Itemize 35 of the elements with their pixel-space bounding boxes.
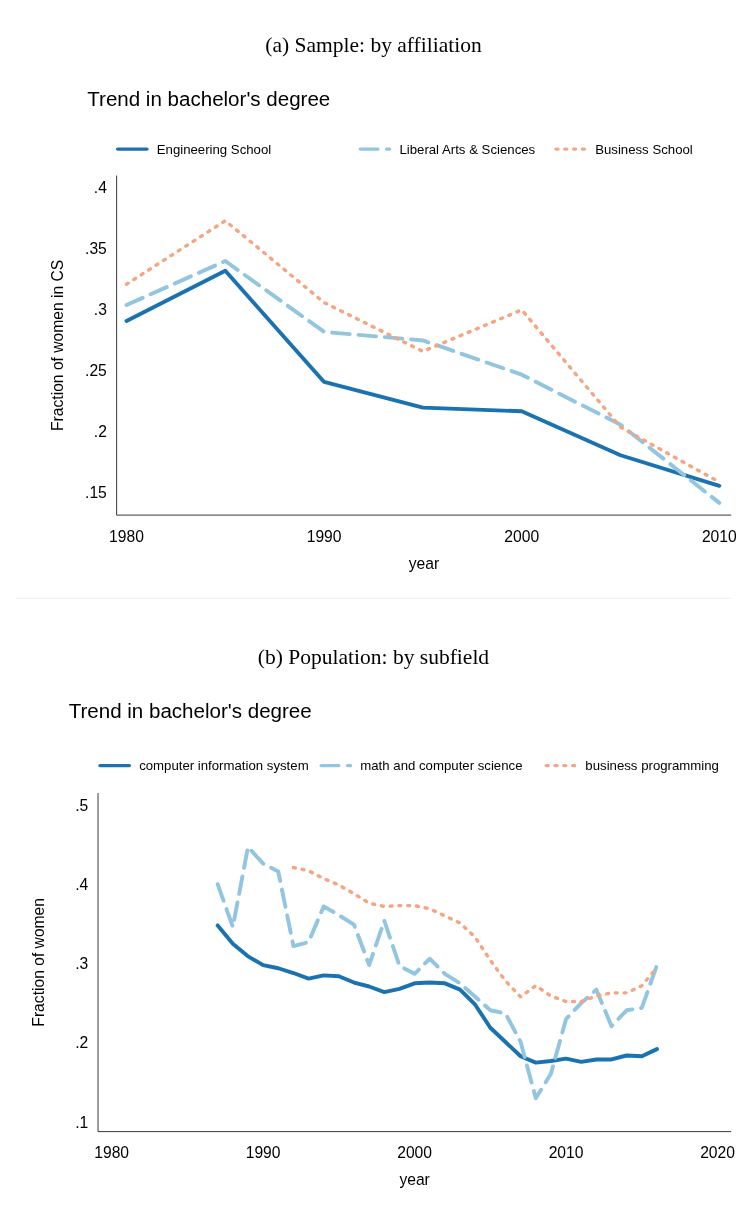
x-tick-label: 2020 — [700, 1144, 736, 1162]
y-axis-title: Fraction of women — [30, 897, 48, 1027]
x-axis-title: year — [399, 1171, 430, 1189]
x-tick-label: 1980 — [109, 527, 145, 545]
y-tick-label: .4 — [75, 875, 89, 893]
x-axis-title: year — [408, 554, 440, 572]
chart-title: (b) Population: by subfield — [257, 644, 490, 669]
legend-label: math and computer science — [360, 758, 523, 774]
y-tick-label: .15 — [85, 484, 108, 502]
y-tick-label: .5 — [75, 796, 89, 814]
y-tick-label: .25 — [85, 361, 108, 379]
y-tick-label: .35 — [85, 239, 108, 257]
y-tick-label: .2 — [75, 1034, 89, 1052]
x-tick-label: 1990 — [245, 1144, 281, 1162]
x-tick-label: 1990 — [306, 527, 342, 545]
legend-label: business programming — [585, 758, 719, 774]
legend-label: computer information system — [139, 758, 309, 774]
x-tick-label: 1980 — [94, 1144, 130, 1162]
y-tick-label: .2 — [93, 422, 107, 440]
chart-title: (a) Sample: by affiliation — [265, 33, 482, 58]
line-series — [215, 923, 659, 1065]
y-tick-label: .4 — [93, 178, 108, 196]
y-tick-label: .3 — [75, 955, 89, 973]
legend-label: Liberal Arts & Sciences — [399, 142, 536, 157]
y-tick-label: .3 — [93, 300, 108, 318]
chart-subtitle: Trend in bachelor's degree — [87, 87, 331, 111]
legend-label: Engineering School — [156, 142, 272, 157]
chart-subtitle: Trend in bachelor's degree — [68, 698, 312, 722]
x-tick-label: 2000 — [397, 1144, 433, 1162]
x-tick-label: 2010 — [701, 527, 738, 545]
y-axis-title: Fraction of women in CS — [48, 259, 66, 431]
y-tick-label: .1 — [75, 1113, 89, 1131]
x-tick-label: 2000 — [504, 527, 540, 545]
x-tick-label: 2010 — [548, 1144, 584, 1162]
legend-label: Business School — [595, 142, 693, 157]
